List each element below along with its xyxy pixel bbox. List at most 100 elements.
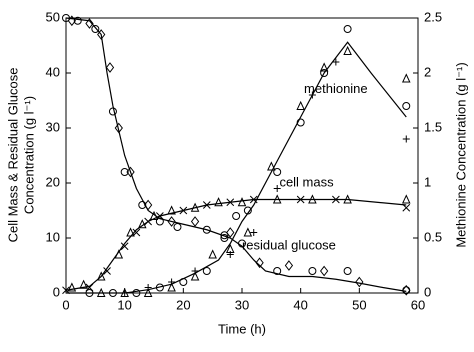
marker (296, 195, 305, 204)
marker (226, 251, 234, 258)
y2-tick-label: 0 (424, 284, 431, 299)
marker (202, 267, 211, 275)
marker (220, 231, 229, 240)
marker (190, 216, 200, 227)
marker (120, 242, 129, 251)
marker (144, 284, 152, 291)
marker (202, 201, 211, 209)
x-tick-label: 10 (117, 297, 131, 312)
marker (132, 228, 141, 237)
marker (273, 168, 282, 176)
marker (143, 287, 153, 297)
marker (190, 202, 200, 212)
y-tick-label: 50 (46, 9, 60, 24)
marker (296, 100, 305, 110)
marker (243, 227, 253, 237)
annotation: residual glucose (242, 238, 336, 253)
marker (319, 265, 329, 277)
marker (402, 284, 411, 296)
y-tick-label: 20 (46, 174, 60, 189)
marker (401, 194, 411, 204)
marker (108, 107, 117, 116)
marker (296, 118, 305, 127)
marker (132, 289, 141, 297)
marker (250, 229, 258, 236)
marker (126, 166, 135, 178)
marker (126, 227, 135, 237)
y-tick-label: 30 (46, 119, 60, 134)
annotation: methionine (304, 81, 368, 96)
marker (91, 25, 100, 33)
marker (243, 206, 252, 215)
marker (272, 194, 282, 204)
marker (343, 45, 352, 55)
marker (103, 267, 111, 275)
marker (202, 225, 211, 234)
marker (105, 62, 115, 73)
marker (167, 205, 176, 215)
x-tick-label: 20 (176, 297, 190, 312)
marker (85, 18, 94, 29)
marker (343, 267, 352, 275)
y2-axis-label: Methionine Concentration (g l⁻¹) (453, 62, 468, 247)
marker (121, 289, 129, 297)
marker (273, 267, 282, 275)
marker (155, 217, 164, 226)
marker (226, 227, 235, 238)
y2-tick-label: 2.5 (424, 9, 442, 24)
y2-tick-label: 1 (424, 174, 431, 189)
marker (214, 197, 223, 207)
marker (120, 168, 129, 176)
marker (179, 278, 188, 286)
marker (273, 185, 281, 192)
marker (332, 195, 340, 204)
fit-line (65, 17, 407, 292)
x-tick-label: 50 (352, 297, 366, 312)
marker (138, 201, 147, 209)
marker (191, 267, 199, 275)
marker (62, 14, 70, 22)
marker (319, 62, 329, 72)
x-tick-label: 40 (293, 297, 307, 312)
marker (232, 212, 241, 220)
marker (402, 135, 410, 143)
marker (320, 69, 329, 77)
marker (343, 25, 352, 33)
annotation: cell mass (279, 174, 334, 189)
marker (137, 219, 147, 229)
marker (114, 122, 123, 134)
marker (267, 161, 276, 171)
marker (220, 234, 229, 242)
y-axis-label: Cell Mass & Residual Glucose (5, 68, 20, 243)
marker (402, 203, 411, 212)
marker (149, 210, 159, 220)
marker (237, 197, 247, 207)
marker (155, 283, 164, 292)
marker (401, 73, 411, 83)
marker (67, 282, 77, 292)
marker (308, 91, 316, 99)
y2-tick-label: 2 (424, 64, 431, 79)
marker (255, 257, 264, 269)
marker (62, 286, 70, 295)
marker (96, 287, 106, 297)
x-tick-label: 30 (235, 297, 249, 312)
y2-tick-label: 0.5 (424, 229, 442, 244)
marker (238, 239, 246, 248)
marker (67, 15, 77, 27)
y-axis-label: Concentration (g l⁻¹) (21, 96, 36, 214)
marker (355, 276, 364, 288)
y-tick-label: 40 (46, 64, 60, 79)
marker (85, 289, 94, 297)
x-tick-label: 60 (411, 297, 425, 312)
marker (308, 267, 317, 275)
marker (343, 194, 352, 204)
marker (96, 271, 106, 281)
marker (167, 216, 176, 227)
y-tick-label: 10 (46, 229, 60, 244)
marker (97, 29, 106, 40)
x-tick-label: 0 (62, 297, 69, 312)
marker (332, 58, 340, 66)
